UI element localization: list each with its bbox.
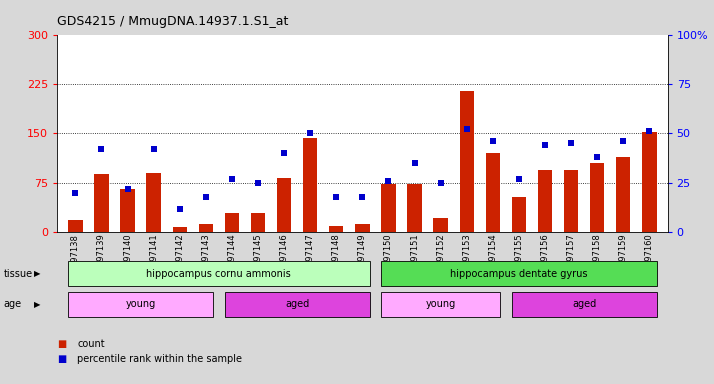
Text: ▶: ▶	[34, 300, 41, 309]
Bar	[121, 189, 135, 232]
Bar	[616, 157, 630, 232]
Bar	[146, 173, 161, 232]
Bar	[486, 153, 500, 232]
Bar	[512, 197, 526, 232]
Point	[200, 194, 211, 200]
Text: aged: aged	[572, 299, 596, 310]
Bar	[564, 170, 578, 232]
Bar	[173, 227, 187, 232]
Bar	[329, 226, 343, 232]
Bar	[381, 184, 396, 232]
Point	[356, 194, 368, 200]
Text: GDS4215 / MmugDNA.14937.1.S1_at: GDS4215 / MmugDNA.14937.1.S1_at	[57, 15, 288, 28]
Text: count: count	[77, 339, 105, 349]
Bar	[538, 170, 552, 232]
Point	[435, 180, 446, 186]
Point	[148, 146, 159, 152]
Point	[409, 160, 421, 166]
Bar	[642, 132, 656, 232]
Point	[226, 176, 238, 182]
Text: ■: ■	[57, 354, 66, 364]
Point	[331, 194, 342, 200]
Bar	[408, 184, 422, 232]
Point	[487, 138, 498, 144]
Text: ■: ■	[57, 339, 66, 349]
Text: aged: aged	[285, 299, 309, 310]
Point	[618, 138, 629, 144]
Text: young: young	[426, 299, 456, 310]
Point	[383, 178, 394, 184]
Text: ▶: ▶	[34, 269, 41, 278]
Bar	[590, 163, 604, 232]
Text: percentile rank within the sample: percentile rank within the sample	[77, 354, 242, 364]
Point	[304, 131, 316, 137]
Point	[513, 176, 525, 182]
Point	[278, 150, 290, 156]
Point	[122, 186, 134, 192]
Point	[643, 128, 655, 134]
Bar	[69, 220, 83, 232]
Bar	[225, 213, 239, 232]
Text: young: young	[126, 299, 156, 310]
Text: hippocampus dentate gyrus: hippocampus dentate gyrus	[450, 268, 588, 279]
Text: age: age	[4, 299, 21, 310]
Text: hippocampus cornu ammonis: hippocampus cornu ammonis	[146, 268, 291, 279]
Text: tissue: tissue	[4, 268, 33, 279]
Point	[591, 154, 603, 160]
Bar	[198, 224, 213, 232]
Bar	[94, 174, 109, 232]
Bar	[433, 218, 448, 232]
Point	[174, 205, 186, 212]
Bar	[251, 213, 265, 232]
Bar	[277, 178, 291, 232]
Point	[539, 142, 550, 148]
Bar	[460, 91, 474, 232]
Point	[96, 146, 107, 152]
Bar	[355, 224, 370, 232]
Bar	[303, 138, 317, 232]
Point	[252, 180, 263, 186]
Point	[565, 140, 577, 146]
Point	[70, 190, 81, 196]
Point	[461, 126, 473, 132]
